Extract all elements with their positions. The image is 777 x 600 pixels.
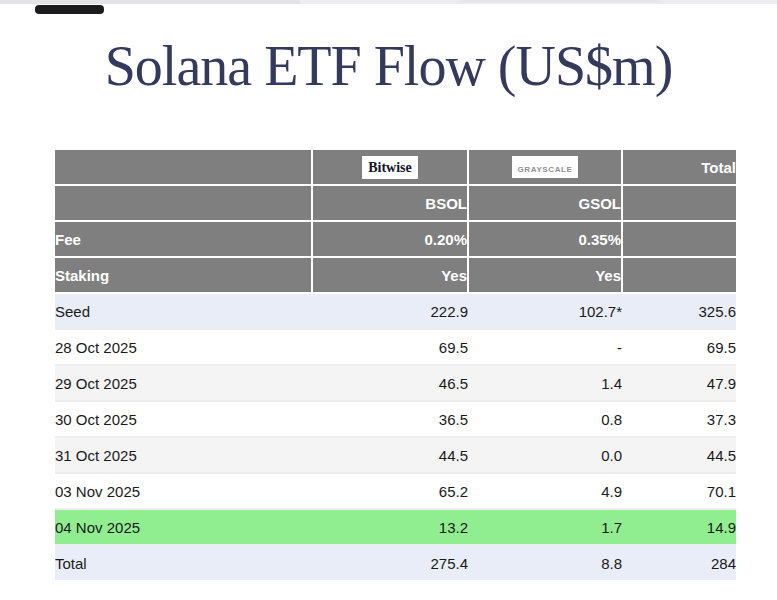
gsol-value: 0.8 [468, 401, 622, 437]
table-row: 30 Oct 2025 36.5 0.8 37.3 [55, 401, 736, 437]
bsol-value: 65.2 [312, 473, 468, 509]
grayscale-logo: GRAYSCALE [512, 156, 579, 178]
row-label: 30 Oct 2025 [55, 401, 312, 437]
row-label: 03 Nov 2025 [55, 473, 312, 509]
staking-label: Staking [55, 257, 312, 293]
bsol-value: 13.2 [312, 509, 468, 545]
total-value: 325.6 [622, 293, 736, 329]
gsol-value: 8.8 [468, 545, 622, 580]
bitwise-logo-cell: Bitwise [312, 150, 468, 185]
total-value: 44.5 [622, 437, 736, 473]
table-row: 03 Nov 2025 65.2 4.9 70.1 [55, 473, 736, 509]
row-label: 31 Oct 2025 [55, 437, 312, 473]
gsol-value: - [468, 329, 622, 365]
header-row-staking: Staking Yes Yes [55, 257, 736, 293]
top-edge-strip-segment [460, 0, 660, 3]
fee-gsol: 0.35% [468, 221, 622, 257]
row-label: 28 Oct 2025 [55, 329, 312, 365]
empty-header-cell [622, 257, 736, 293]
empty-header-cell [622, 221, 736, 257]
row-label: 04 Nov 2025 [55, 509, 312, 545]
table-row: 31 Oct 2025 44.5 0.0 44.5 [55, 437, 736, 473]
bsol-value: 275.4 [312, 545, 468, 580]
bsol-value: 222.9 [312, 293, 468, 329]
table-row-seed: Seed 222.9 102.7* 325.6 [55, 293, 736, 329]
total-value: 14.9 [622, 509, 736, 545]
total-value: 47.9 [622, 365, 736, 401]
bitwise-logo-text: Bitwise [368, 160, 412, 175]
table-row-highlighted: 04 Nov 2025 13.2 1.7 14.9 [55, 509, 736, 545]
total-value: 37.3 [622, 401, 736, 437]
bsol-value: 44.5 [312, 437, 468, 473]
solana-etf-flow-table: Bitwise GRAYSCALE Total BSOL GSOL Fee 0.… [55, 150, 736, 580]
bitwise-logo: Bitwise [362, 156, 418, 179]
empty-header-cell [55, 185, 312, 221]
total-value: 69.5 [622, 329, 736, 365]
header-row-logos: Bitwise GRAYSCALE Total [55, 150, 736, 185]
header-row-fee: Fee 0.20% 0.35% [55, 221, 736, 257]
gsol-value: 1.4 [468, 365, 622, 401]
table-row: 29 Oct 2025 46.5 1.4 47.9 [55, 365, 736, 401]
fee-bsol: 0.20% [312, 221, 468, 257]
empty-header-cell [622, 185, 736, 221]
header-row-tickers: BSOL GSOL [55, 185, 736, 221]
row-label: Seed [55, 293, 312, 329]
gsol-value: 102.7* [468, 293, 622, 329]
top-edge-strip [0, 0, 777, 4]
empty-header-cell [55, 150, 312, 185]
top-left-dark-bar [35, 5, 104, 14]
top-edge-strip-segment [0, 0, 300, 4]
total-value: 284 [622, 545, 736, 580]
page-title: Solana ETF Flow (US$m) [0, 34, 777, 98]
row-label: 29 Oct 2025 [55, 365, 312, 401]
total-column-header: Total [622, 150, 736, 185]
bsol-value: 36.5 [312, 401, 468, 437]
table-row: 28 Oct 2025 69.5 - 69.5 [55, 329, 736, 365]
bsol-value: 46.5 [312, 365, 468, 401]
grayscale-logo-cell: GRAYSCALE [468, 150, 622, 185]
staking-bsol: Yes [312, 257, 468, 293]
gsol-value: 4.9 [468, 473, 622, 509]
ticker-gsol: GSOL [468, 185, 622, 221]
row-label: Total [55, 545, 312, 580]
bsol-value: 69.5 [312, 329, 468, 365]
staking-gsol: Yes [468, 257, 622, 293]
ticker-bsol: BSOL [312, 185, 468, 221]
table-row-total: Total 275.4 8.8 284 [55, 545, 736, 580]
grayscale-logo-text: GRAYSCALE [518, 165, 573, 174]
fee-label: Fee [55, 221, 312, 257]
total-value: 70.1 [622, 473, 736, 509]
gsol-value: 1.7 [468, 509, 622, 545]
gsol-value: 0.0 [468, 437, 622, 473]
